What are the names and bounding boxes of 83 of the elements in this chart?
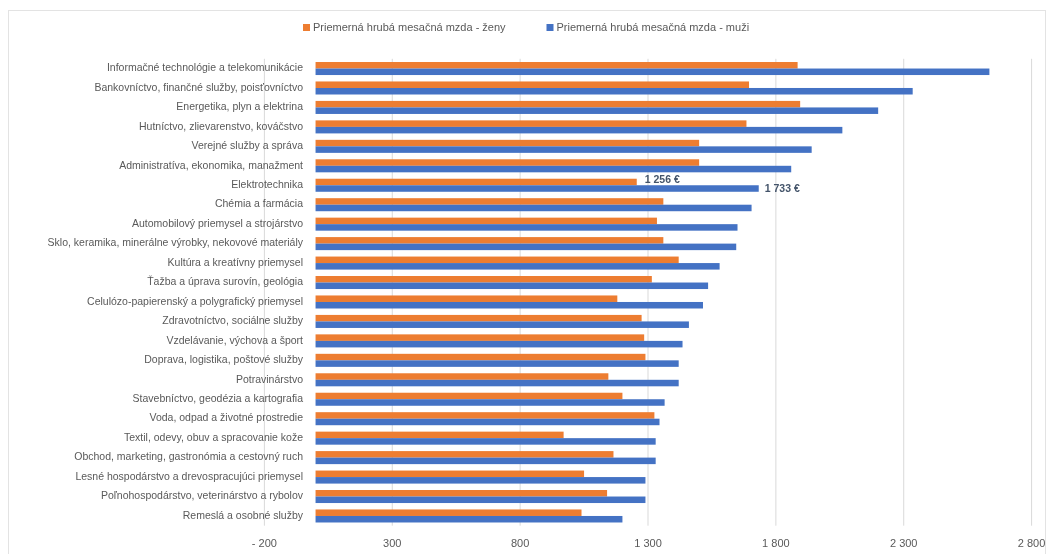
bar: [315, 159, 700, 166]
bar: [315, 87, 913, 95]
bar: [315, 418, 660, 426]
y-tick-label: Kultúra a kreatívny priemysel: [167, 255, 303, 268]
y-tick-label: Vzdelávanie, výchova a šport: [166, 333, 304, 346]
y-tick-label: Elektrotechnika: [231, 178, 304, 191]
x-tick-label: 1 800: [762, 536, 790, 549]
bar: [315, 146, 812, 153]
y-tick-label: Sklo, keramika, minerálne výrobky, nekovové materiály: [47, 236, 304, 249]
bar: [315, 139, 700, 147]
bar: [315, 477, 646, 484]
bar: [315, 399, 665, 406]
y-tick-label: Energetika, plyn a elektrina: [176, 100, 304, 113]
y-tick-label: Stavebníctvo, geodézia a kartografia: [132, 392, 304, 405]
bar: [315, 392, 623, 400]
bar: [315, 126, 843, 134]
bar: [315, 412, 655, 419]
bar: [315, 509, 582, 516]
y-tick-label: Poľnohospodárstvo, veterinárstvo a rybolov: [100, 489, 304, 502]
bar: [315, 178, 637, 186]
bar: [315, 490, 608, 497]
bar: [315, 243, 737, 251]
bar: [315, 301, 703, 309]
y-tick-label: Zdravotníctvo, sociálne služby: [162, 314, 304, 327]
y-tick-label: Obchod, marketing, gastronómia a cestovný ruch: [74, 450, 304, 463]
y-tick-label: Bankovníctvo, finančné služby, poisťovníctvo: [94, 80, 304, 93]
bar: [315, 256, 679, 264]
bar: [315, 379, 679, 387]
y-tick-label: Informačné technológie a telekomunikácie: [106, 61, 304, 74]
legend-label: Priemerná hrubá mesačná mzda - muži: [556, 21, 750, 33]
y-tick-label: Celulózo-papierenský a polygrafický priemysel: [87, 294, 303, 307]
y-tick-label: Administratíva, ekonomika, manažment: [119, 158, 304, 171]
x-tick-label: 1 300: [634, 536, 662, 549]
bar: [315, 198, 664, 205]
x-tick-label: 2 300: [889, 536, 918, 549]
y-tick-label: Verejné služby a správa: [191, 139, 304, 152]
y-tick-label: Potravinárstvo: [235, 372, 304, 385]
bar: [315, 185, 759, 192]
bar: [315, 431, 564, 439]
y-tick-label: Automobilový priemysel a strojárstvo: [132, 216, 304, 229]
y-tick-label: Remeslá a osobné služby: [182, 508, 304, 521]
bar: [315, 321, 689, 328]
bar: [315, 237, 664, 244]
bar: [315, 295, 618, 302]
x-tick-label: 800: [510, 536, 530, 549]
y-tick-label: Hutníctvo, zlievarenstvo, kováčstvo: [139, 119, 304, 132]
bar: [315, 282, 709, 290]
bar: [315, 470, 585, 478]
y-tick-label: Chémia a farmácia: [214, 197, 304, 210]
data-label: 1 256 €: [644, 172, 680, 185]
x-tick-label: 300: [383, 536, 402, 549]
bar: [315, 120, 747, 127]
y-tick-label: Voda, odpad a životné prostredie: [149, 411, 304, 424]
bar: [315, 81, 750, 88]
y-tick-label: Lesné hospodárstvo a drevospracujúci priemysel: [75, 469, 303, 482]
bar: [315, 353, 646, 361]
bar: [315, 107, 879, 114]
bar: [315, 373, 609, 380]
data-label: 1 733 €: [764, 182, 800, 195]
bar: [315, 438, 656, 445]
bar: [315, 451, 614, 458]
bar: [315, 334, 645, 341]
bar: [315, 496, 646, 504]
y-tick-label: Doprava, logistika, poštové služby: [144, 353, 304, 366]
bar: [315, 224, 738, 231]
bar: [315, 100, 801, 108]
bar: [315, 340, 683, 348]
y-tick-label: Textil, odevy, obuv a spracovanie kože: [124, 430, 304, 443]
bar: [315, 204, 752, 212]
bar: [315, 62, 798, 69]
legend-label: Priemerná hrubá mesačná mzda - ženy: [313, 21, 507, 33]
bar: [315, 360, 679, 367]
x-tick-label: - 200: [251, 536, 277, 549]
bar: [315, 263, 720, 270]
bar: [315, 68, 990, 76]
x-tick-label: 2 800: [1017, 536, 1046, 549]
bar: [315, 515, 623, 523]
bar: [315, 457, 656, 465]
y-tick-label: Ťažba a úprava surovín, geológia: [147, 275, 304, 288]
bar: [315, 276, 652, 283]
bar: [315, 217, 657, 225]
bar: [315, 314, 642, 322]
bar: [315, 165, 792, 173]
